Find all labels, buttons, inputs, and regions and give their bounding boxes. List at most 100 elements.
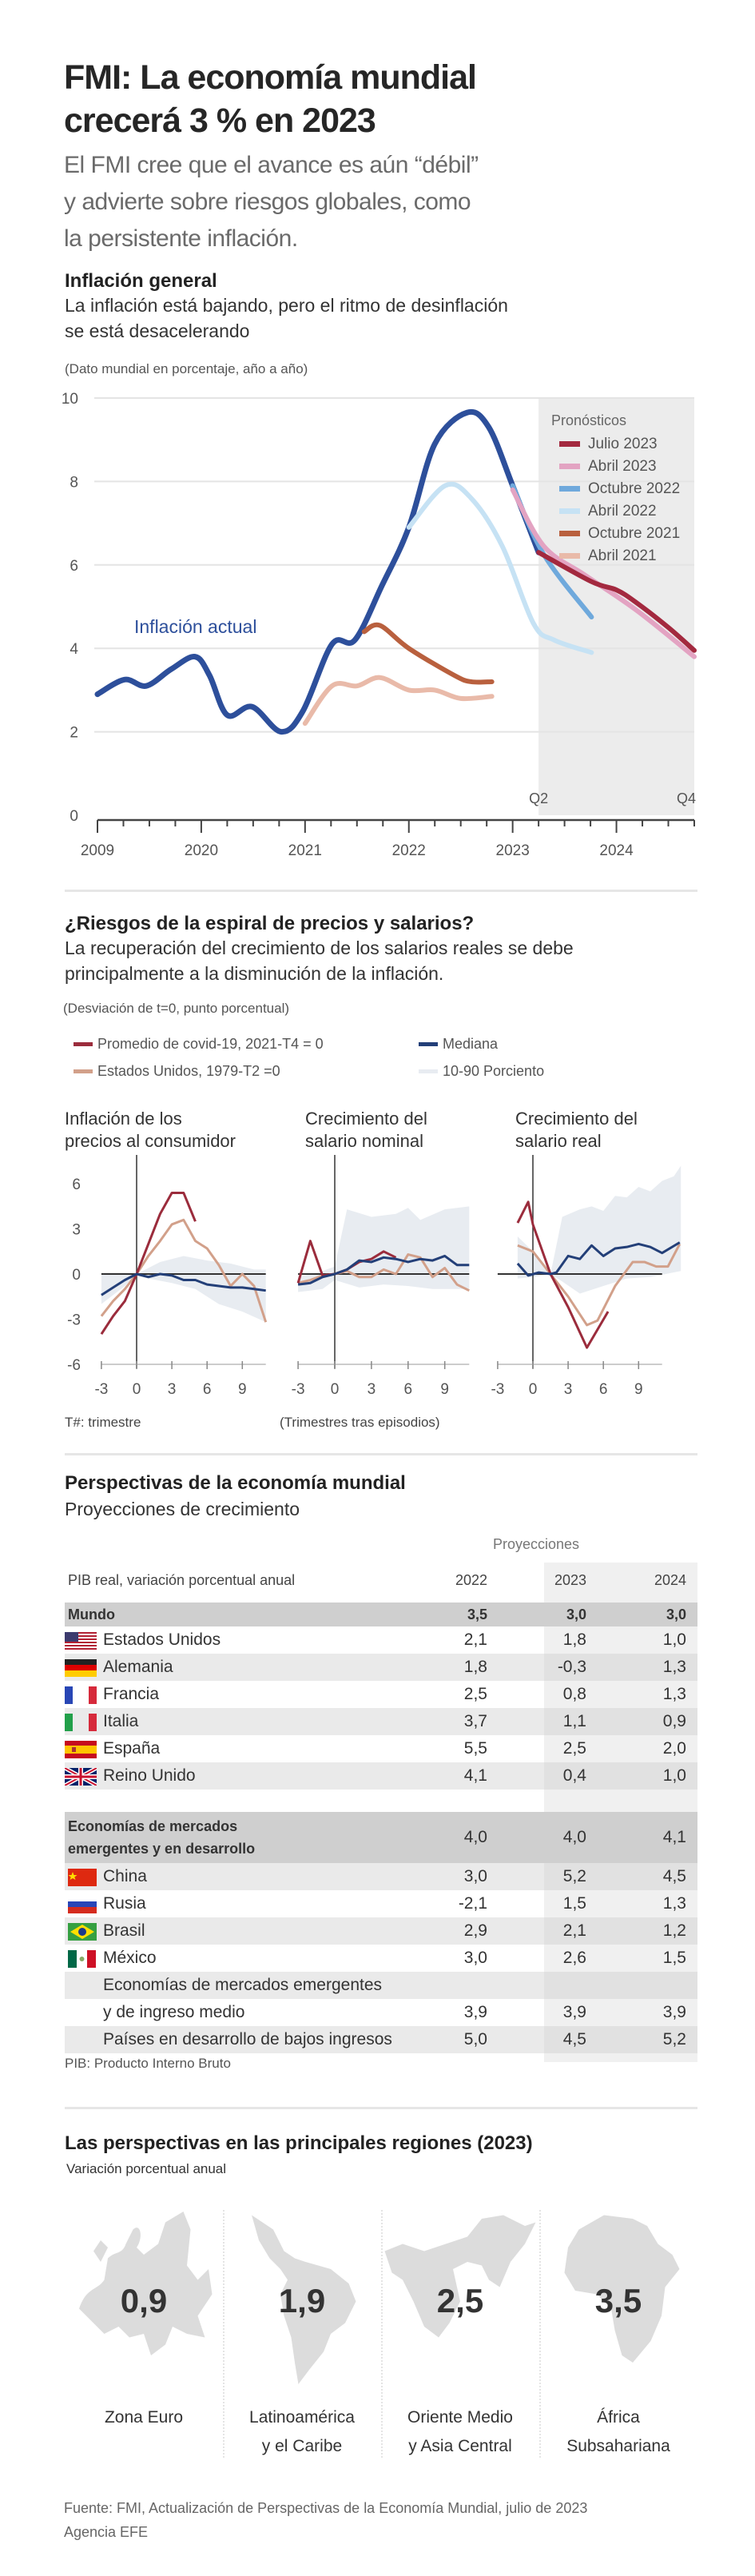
- row-label: Reino Unido: [103, 1766, 196, 1785]
- panel-title-nominal: Crecimiento del salario nominal: [305, 1108, 427, 1153]
- row-label-line: emergentes y en desarrollo: [68, 1841, 256, 1857]
- headline: FMI: La economía mundial crecerá 3 % en …: [64, 56, 477, 142]
- forecast-start-label: Q2: [529, 790, 548, 806]
- cell-2023: 3,0: [566, 1606, 586, 1622]
- uk-flag-icon: [65, 1768, 97, 1786]
- legend-swatch: [559, 553, 580, 559]
- wage-price-chart: 6 3 0 -3 -6 -3 0 3 6 9 -3 0 3 6 9 -3 0 3 6 9: [67, 1155, 681, 1398]
- table-row: España 5,5 2,5 2,0: [65, 1735, 697, 1762]
- x-tick-label: -3: [491, 1381, 504, 1398]
- lead-text: El FMI cree que el avance es aún “débil”…: [64, 147, 479, 257]
- x-tick-label: 9: [634, 1381, 643, 1398]
- region-label: Oriente Medio y Asia Central: [381, 2403, 539, 2461]
- mexico-flag-icon: [68, 1950, 96, 1968]
- series-line-abril-2021: [302, 675, 495, 727]
- cell-2022: 3,0: [463, 1949, 487, 1967]
- wage-subtitle-line-1: La recuperación del crecimiento de los s…: [65, 938, 574, 958]
- cell-2024: 2,0: [662, 1739, 686, 1758]
- region-label-line: Zona Euro: [104, 2408, 184, 2427]
- lead-line-3: la persistente inflación.: [64, 225, 298, 252]
- y-tick-label: 2: [70, 725, 78, 742]
- row-label: Francia: [103, 1685, 160, 1703]
- table-header-row: PIB real, variación porcentual anual 202…: [65, 1563, 697, 1598]
- lead-line-1: El FMI cree que el avance es aún “débil”: [64, 152, 479, 178]
- x-tick-label: 2024: [599, 842, 634, 859]
- legend-label: Octubre 2022: [588, 480, 680, 497]
- cell-2024: 1,5: [662, 1949, 686, 1967]
- x-tick-label: 0: [529, 1381, 538, 1398]
- legend-label: Abril 2023: [588, 458, 657, 475]
- legend-swatch: [559, 441, 580, 447]
- region-card: 1,9 Latinoamérica y el Caribe: [223, 2194, 381, 2474]
- spain-flag-icon: [65, 1741, 97, 1758]
- x-tick-label: 9: [238, 1381, 247, 1398]
- cell-2023: 2,6: [562, 1949, 586, 1967]
- row-header: PIB real, variación porcentual anual: [68, 1571, 296, 1588]
- section-divider: [65, 890, 697, 892]
- forecast-end-label: Q4: [677, 790, 696, 806]
- inflation-chart: 0 2 4 6 8 10 2009 2020 2021 2022 2023 2024 Q2 Q4 In…: [62, 391, 697, 859]
- inflation-chart-title: Inflación general: [65, 270, 217, 292]
- column-header-2024: 2024: [654, 1571, 686, 1588]
- cell-2024: 1,3: [662, 1658, 686, 1676]
- source-note: Fuente: FMI, Actualización de Perspectiv…: [64, 2500, 588, 2516]
- cell-2024: 4,1: [662, 1828, 686, 1846]
- cell-2023: 4,0: [562, 1828, 586, 1846]
- x-tick-label: 2023: [496, 842, 530, 859]
- region-growth-value: 0,9: [120, 2282, 168, 2319]
- table-row: Alemania 1,8 -0,3 1,3: [65, 1654, 697, 1681]
- legend-label: Abril 2022: [588, 503, 657, 520]
- legend-median: Mediana: [419, 1036, 498, 1053]
- median-line: [516, 1241, 681, 1277]
- legend-label: Julio 2023: [588, 436, 658, 452]
- row-label-line: Economías de mercados: [68, 1818, 238, 1834]
- inflation-chart-subtitle: La inflación está bajando, pero el ritmo…: [65, 293, 508, 344]
- europe-map-icon: [79, 2212, 213, 2355]
- legend-label: Abril 2021: [588, 547, 657, 564]
- x-tick-label: 3: [368, 1381, 376, 1398]
- x-tick-label: 2021: [288, 842, 322, 859]
- us-line: [100, 1218, 268, 1323]
- band-10-90: [101, 1256, 266, 1323]
- regions-grid: 0,9 Zona Euro 1,9 Latinoamérica y el Caribe 2…: [65, 2194, 697, 2482]
- cell-2024: 1,0: [662, 1766, 686, 1785]
- agency-credit: Agencia EFE: [64, 2524, 149, 2540]
- region-label-line: Latinoamérica: [249, 2408, 355, 2427]
- panel-title-cpi: Inflación de los precios al consumidor: [65, 1108, 236, 1153]
- region-label-line: Subsahariana: [566, 2437, 670, 2455]
- panel-title-real: Crecimiento del salario real: [515, 1108, 638, 1153]
- headline-line-1: FMI: La economía mundial: [64, 58, 477, 97]
- column-header-2022: 2022: [455, 1571, 487, 1588]
- x-tick-label: 2022: [392, 842, 426, 859]
- legend-swatch: [74, 1069, 93, 1073]
- panel-3: -3 0 3 6 9: [491, 1155, 681, 1398]
- row-label: Estados Unidos: [103, 1630, 221, 1649]
- panel-title-line: precios al consumidor: [65, 1131, 236, 1151]
- cell-2022: 2,1: [463, 1630, 487, 1649]
- cell-2023: 0,8: [562, 1685, 586, 1703]
- row-label: Países en desarrollo de bajos ingresos: [103, 2030, 392, 2048]
- regions-subtitle: Variación porcentual anual: [66, 2161, 227, 2176]
- latin-america-map-icon: [252, 2215, 356, 2384]
- france-flag-icon: [65, 1686, 97, 1704]
- legend-swatch: [559, 531, 580, 536]
- cell-2022: 3,0: [463, 1867, 487, 1885]
- wage-chart-title: ¿Riesgos de la espiral de precios y sala…: [65, 913, 475, 934]
- y-tick-label: 4: [70, 641, 78, 658]
- cell-2024: 3,0: [666, 1606, 686, 1622]
- row-label: China: [103, 1867, 147, 1885]
- wage-chart-subtitle: La recuperación del crecimiento de los s…: [65, 935, 574, 986]
- growth-table: PIB real, variación porcentual anual 202…: [65, 1563, 697, 2062]
- region-growth-value: 1,9: [278, 2282, 326, 2319]
- row-label: Mundo: [68, 1606, 115, 1622]
- region-separator: [381, 2210, 383, 2458]
- y-tick-label: 6: [70, 558, 78, 575]
- region-separator: [223, 2210, 225, 2458]
- region-card: 0,9 Zona Euro: [65, 2194, 223, 2474]
- table-row: México 3,0 2,6 1,5: [65, 1945, 697, 1972]
- region-label-line: y el Caribe: [261, 2437, 343, 2455]
- panel-title-line: Crecimiento del: [305, 1109, 427, 1129]
- headline-line-2: crecerá 3 % en 2023: [64, 102, 376, 140]
- x-tick-label: 6: [203, 1381, 212, 1398]
- panel-2: -3 0 3 6 9: [292, 1155, 470, 1398]
